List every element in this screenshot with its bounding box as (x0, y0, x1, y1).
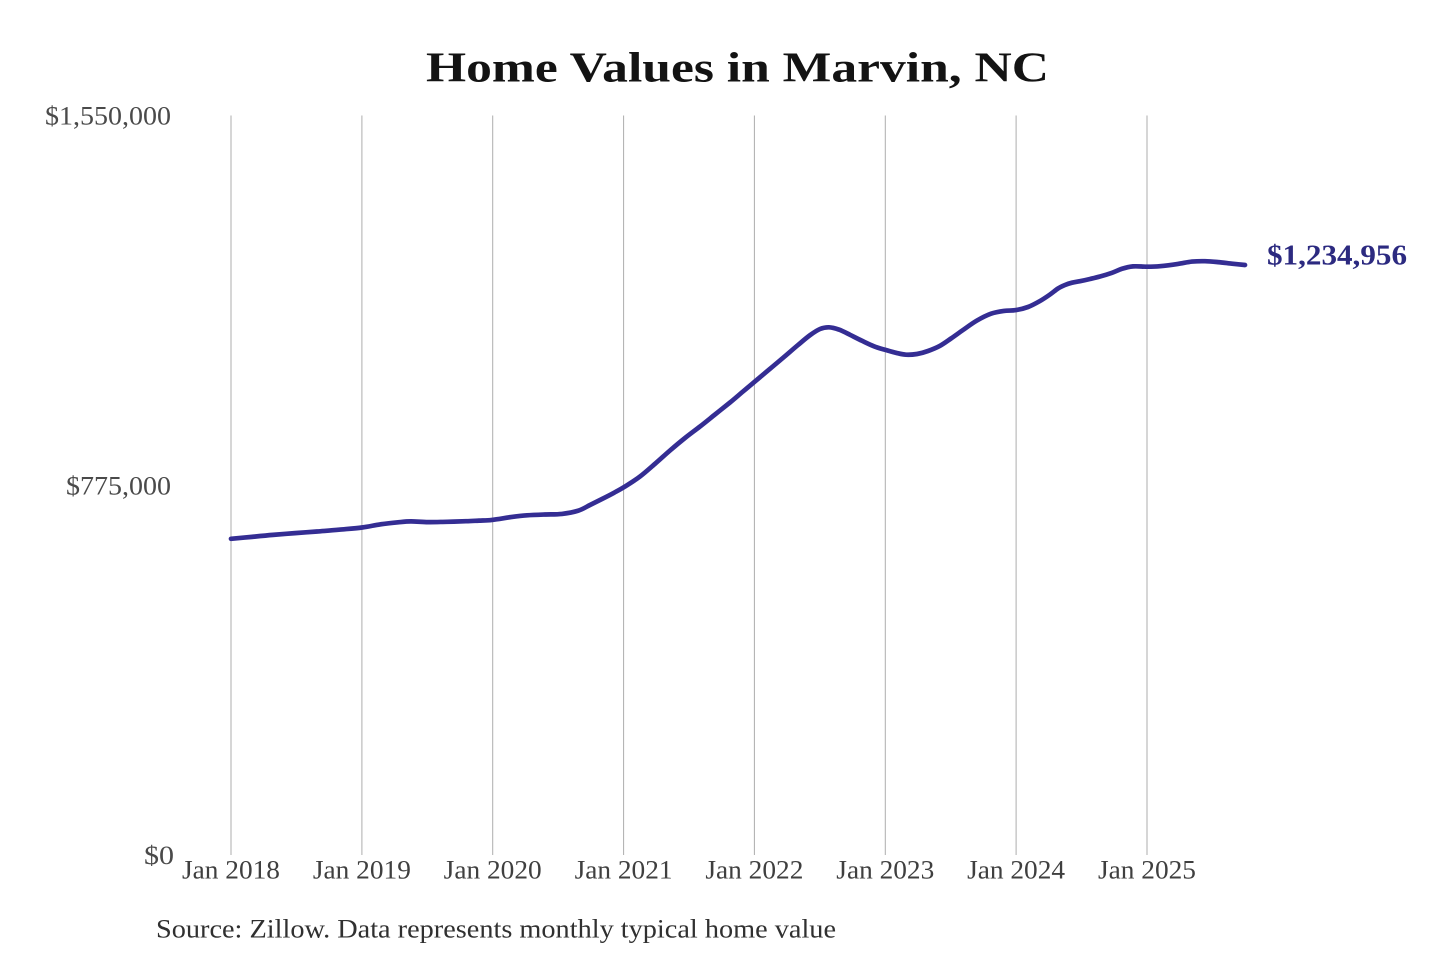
svg-text:Jan 2019: Jan 2019 (313, 856, 411, 885)
svg-text:Jan 2025: Jan 2025 (1098, 856, 1196, 885)
svg-text:Jan 2020: Jan 2020 (444, 856, 542, 885)
svg-text:Jan 2021: Jan 2021 (575, 856, 673, 885)
svg-text:$775,000: $775,000 (66, 471, 171, 500)
svg-text:Source: Zillow. Data represent: Source: Zillow. Data represents monthly … (156, 915, 836, 944)
svg-text:$1,550,000: $1,550,000 (45, 101, 171, 130)
svg-text:Jan 2024: Jan 2024 (967, 856, 1065, 885)
svg-text:Jan 2023: Jan 2023 (836, 856, 934, 885)
svg-text:$0: $0 (144, 841, 174, 870)
svg-text:Jan 2022: Jan 2022 (705, 856, 803, 885)
svg-text:$1,234,956: $1,234,956 (1267, 241, 1407, 272)
svg-text:Jan 2018: Jan 2018 (182, 856, 280, 885)
svg-text:Home Values in Marvin, NC: Home Values in Marvin, NC (426, 46, 1049, 92)
